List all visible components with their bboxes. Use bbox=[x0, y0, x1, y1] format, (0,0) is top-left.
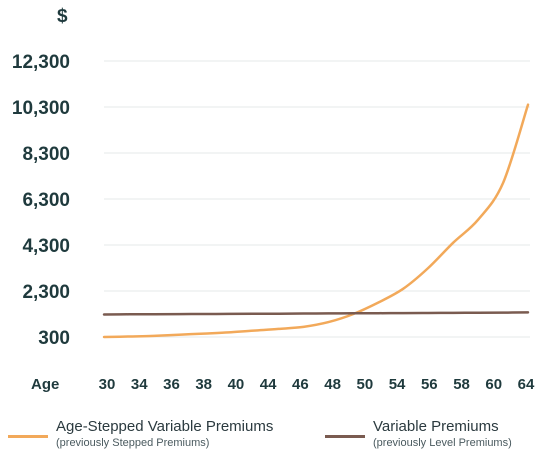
y-tick-label-4: 8,300 bbox=[22, 144, 70, 165]
legend-note-age-stepped: (previously Stepped Premiums) bbox=[56, 437, 210, 449]
y-tick-label-0: 300 bbox=[38, 328, 70, 349]
x-tick-labels: 30 34 36 38 40 44 46 48 50 54 56 58 60 64 bbox=[99, 376, 535, 393]
legend-note-variable: (previously Level Premiums) bbox=[373, 437, 512, 449]
y-tick-label-5: 10,300 bbox=[12, 98, 70, 119]
x-tick-label-0: 30 bbox=[99, 376, 116, 393]
x-tick-label-6: 46 bbox=[292, 376, 309, 393]
x-tick-label-7: 48 bbox=[324, 376, 341, 393]
x-tick-label-13: 64 bbox=[518, 376, 535, 393]
x-tick-label-3: 38 bbox=[195, 376, 212, 393]
x-tick-label-8: 50 bbox=[357, 376, 374, 393]
legend-label-age-stepped: Age-Stepped Variable Premiums bbox=[56, 418, 274, 435]
y-axis-unit-label: $ bbox=[57, 6, 68, 27]
x-tick-label-9: 54 bbox=[389, 376, 406, 393]
x-tick-label-1: 34 bbox=[131, 376, 148, 393]
x-tick-label-11: 58 bbox=[453, 376, 470, 393]
y-tick-label-3: 6,300 bbox=[22, 190, 70, 211]
premium-chart: $ 300 2,300 4,300 6,300 8,300 10,300 12,300 Ag… bbox=[12, 6, 535, 393]
x-tick-label-2: 36 bbox=[163, 376, 180, 393]
series-line-age-stepped bbox=[102, 103, 530, 339]
y-tick-labels: 300 2,300 4,300 6,300 8,300 10,300 12,300 bbox=[12, 52, 70, 349]
series-line-variable bbox=[102, 311, 530, 316]
y-tick-label-1: 2,300 bbox=[22, 282, 70, 303]
grid-lines bbox=[104, 60, 530, 338]
y-tick-label-6: 12,300 bbox=[12, 52, 70, 73]
x-tick-label-10: 56 bbox=[421, 376, 438, 393]
legend-swatch-variable bbox=[325, 435, 365, 438]
series-lines bbox=[102, 103, 530, 339]
x-tick-label-12: 60 bbox=[485, 376, 502, 393]
x-tick-label-4: 40 bbox=[228, 376, 245, 393]
legend-swatch-age-stepped bbox=[8, 435, 48, 438]
y-tick-label-2: 4,300 bbox=[22, 236, 70, 257]
x-axis-label: Age bbox=[31, 376, 59, 393]
legend-label-variable: Variable Premiums bbox=[373, 418, 499, 435]
x-tick-label-5: 44 bbox=[260, 376, 277, 393]
